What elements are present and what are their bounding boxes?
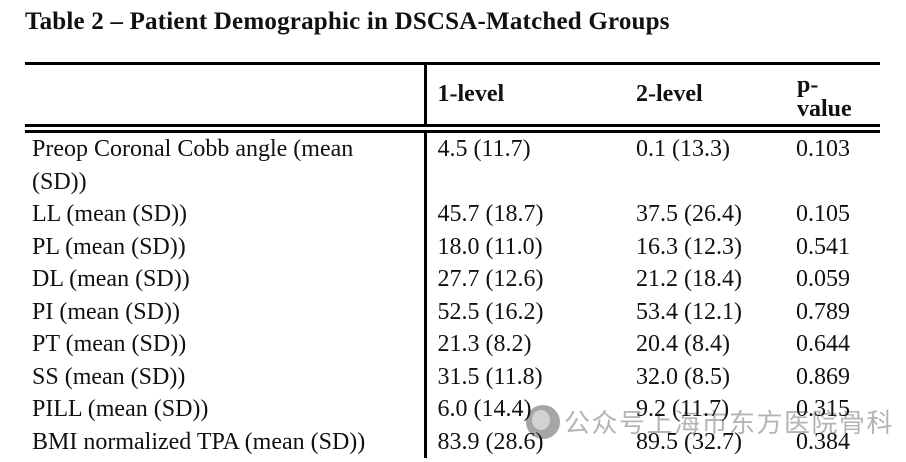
value-2-level: 9.2 (11.7) [636,396,730,422]
table-row: DL (mean (SD)) 27.7 (12.6) 21.2 (18.4) 0… [25,263,880,296]
table-row: BMI normalized TPA (mean (SD)) 83.9 (28.… [25,425,880,458]
value-2-level: 37.5 (26.4) [636,201,742,227]
value-p: 0.869 [796,363,850,390]
value-p: 0.541 [796,233,850,260]
value-2-level: 16.3 (12.3) [636,233,742,260]
value-1-level: 83.9 (28.6) [423,425,625,458]
value-1-level: 21.3 (8.2) [423,328,625,361]
row-label: BMI normalized TPA (mean (SD)) [32,428,366,455]
value-1-level: 6.0 (14.4) [423,393,625,426]
table-row: PT (mean (SD)) 21.3 (8.2) 20.4 (8.4) 0.6… [25,328,880,361]
table-title: Table 2 – Patient Demographic in DSCSA-M… [25,8,670,35]
row-label: PT (mean (SD)) [32,331,187,357]
table-row: PILL (mean (SD)) 6.0 (14.4) 9.2 (11.7) 0… [25,393,880,426]
row-label: PI (mean (SD)) [32,298,180,325]
value-1-level: 27.7 (12.6) [423,263,625,296]
value-p: 0.103 [796,136,850,162]
demographics-table: 1-level 2-level p-value Preop Coronal Co… [25,62,880,458]
value-p: 0.644 [796,331,850,357]
value-2-level: 32.0 (8.5) [636,363,730,390]
value-2-level: 0.1 (13.3) [636,136,730,162]
value-2-level: 53.4 (12.1) [636,298,742,325]
table-row: Preop Coronal Cobb angle (mean (SD)) 4.5… [25,128,880,198]
value-1-level: 4.5 (11.7) [423,128,625,198]
value-1-level: 31.5 (11.8) [423,360,625,393]
value-p: 0.384 [796,428,850,455]
table-row: PI (mean (SD)) 52.5 (16.2) 53.4 (12.1) 0… [25,295,880,328]
row-label: DL (mean (SD)) [32,266,190,292]
row-label: LL (mean (SD)) [32,201,188,227]
value-1-level: 45.7 (18.7) [423,198,625,231]
value-1-level: 18.0 (11.0) [423,230,625,263]
row-label: Preop Coronal Cobb angle (mean (SD)) [32,136,354,195]
value-p: 0.059 [796,266,850,292]
value-2-level: 20.4 (8.4) [636,331,730,357]
column-header-2-level: 2-level [625,63,785,133]
row-label: PILL (mean (SD)) [32,396,209,422]
column-header-1-level: 1-level [423,63,625,133]
column-header-p-value: p-value [785,63,880,133]
value-1-level: 52.5 (16.2) [423,295,625,328]
value-2-level: 21.2 (18.4) [636,266,742,292]
row-label: SS (mean (SD)) [32,363,186,390]
value-p: 0.105 [796,201,850,227]
table-row: PL (mean (SD)) 18.0 (11.0) 16.3 (12.3) 0… [25,230,880,263]
column-header-blank [25,63,425,133]
value-2-level: 89.5 (32.7) [636,428,742,455]
row-label: PL (mean (SD)) [32,233,186,260]
table-row: LL (mean (SD)) 45.7 (18.7) 37.5 (26.4) 0… [25,198,880,231]
table-row: SS (mean (SD)) 31.5 (11.8) 32.0 (8.5) 0.… [25,360,880,393]
value-p: 0.789 [796,298,850,325]
value-p: 0.315 [796,396,850,422]
header-row: 1-level 2-level p-value [25,63,880,133]
